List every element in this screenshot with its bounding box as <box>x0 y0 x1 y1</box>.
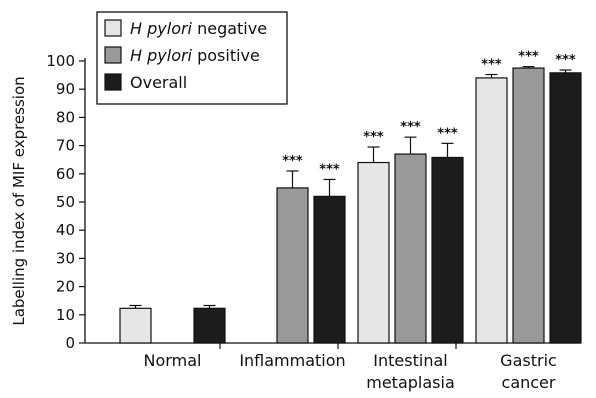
legend-swatch <box>104 46 122 64</box>
legend: H pylori negative H pylori positive Overal… <box>96 11 288 105</box>
legend-box <box>96 11 288 105</box>
y-tick-label: 20 <box>56 278 75 296</box>
y-tick-label: 60 <box>56 165 75 183</box>
y-tick-label: 30 <box>56 249 75 267</box>
y-tick-label: 40 <box>56 221 75 239</box>
bar <box>475 77 508 344</box>
x-category-label: Normal <box>144 351 202 370</box>
significance-label: *** <box>555 53 576 68</box>
y-tick-label: 0 <box>65 334 75 352</box>
y-tick-label: 70 <box>56 137 75 155</box>
bar <box>431 156 464 344</box>
significance-label: *** <box>400 120 421 135</box>
x-category-label: Inflammation <box>239 351 345 370</box>
legend-label: H pylori negative <box>130 19 267 38</box>
bar <box>357 161 390 344</box>
y-tick-label: 80 <box>56 108 75 126</box>
y-axis-title: Labelling index of MIF expression <box>10 76 28 325</box>
bar <box>394 153 427 344</box>
bar <box>313 195 346 344</box>
legend-swatch <box>104 19 122 37</box>
significance-label: *** <box>319 162 340 177</box>
y-tick-label: 50 <box>56 193 75 211</box>
bar <box>119 307 152 344</box>
significance-label: *** <box>437 126 458 141</box>
legend-swatch <box>104 73 122 91</box>
bar <box>549 72 582 344</box>
significance-label: *** <box>481 58 502 73</box>
significance-label: *** <box>282 154 303 169</box>
bar <box>276 187 309 344</box>
bar <box>512 67 545 344</box>
plot-area: 0 10 20 30 40 50 60 70 80 90 100 Normal Inflammation… <box>46 50 582 392</box>
x-category-label: Intestinal metaplasia <box>366 351 455 392</box>
y-tick-label: 90 <box>56 80 75 98</box>
y-tick-label: 10 <box>56 306 75 324</box>
y-tick-label: 100 <box>46 52 75 70</box>
legend-label: Overall <box>130 73 187 92</box>
significance-label: *** <box>363 130 384 145</box>
legend-label: H pylori positive <box>130 46 260 65</box>
bar <box>193 307 226 344</box>
x-category-label: Gastric cancer <box>500 351 557 392</box>
significance-label: *** <box>518 50 539 65</box>
